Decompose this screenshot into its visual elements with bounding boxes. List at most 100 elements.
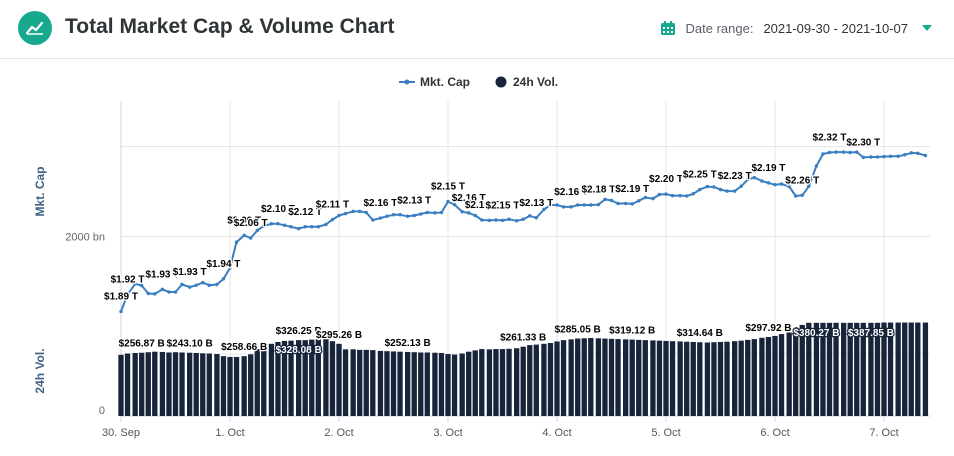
volume-bar [902, 322, 908, 416]
volume-bar [690, 341, 696, 416]
calendar-icon [660, 21, 675, 35]
market-cap-volume-chart: 2000 bn 0 Mkt. Cap 24h Vol. 30. Sep 1. Oct 2. … [33, 75, 930, 439]
volume-data-label: $252.13 B [385, 338, 431, 349]
mktcap-point [861, 155, 865, 160]
date-range-dropdown[interactable]: Date range: 2021-09-30 - 2021-10-07 [660, 20, 932, 36]
volume-bar [118, 354, 124, 416]
mktcap-point [643, 195, 647, 200]
volume-bar [669, 341, 676, 416]
mktcap-data-label: $2.16 T [554, 187, 588, 198]
volume-data-label: $256.87 B [119, 339, 165, 350]
mktcap-point [201, 280, 205, 285]
volume-bar [281, 340, 288, 416]
volume-bar [602, 338, 608, 416]
volume-bar [751, 339, 757, 416]
volume-bar [575, 338, 581, 416]
volume-bar [288, 340, 294, 416]
mktcap-point [773, 183, 777, 187]
x-tick-label: 4. Oct [542, 427, 571, 439]
mktcap-point [670, 193, 675, 198]
volume-bar [711, 342, 717, 416]
mktcap-point [119, 309, 123, 314]
volume-bar [533, 344, 539, 416]
volume-bar [820, 322, 826, 416]
mktcap-point [242, 233, 246, 238]
mktcap-point [514, 219, 519, 223]
mktcap-point [153, 292, 157, 296]
mktcap-point [405, 214, 410, 218]
mktcap-data-label: $2.13 T [519, 198, 553, 209]
mktcap-point [616, 201, 620, 206]
volume-bar [124, 353, 131, 416]
mktcap-data-label: $2.23 T [718, 171, 752, 182]
volume-data-label: $387.85 B [848, 328, 894, 339]
mktcap-point [194, 283, 198, 287]
volume-bar [514, 348, 520, 416]
mktcap-point [398, 213, 402, 217]
mktcap-point [534, 216, 538, 220]
volume-bar [650, 340, 656, 416]
mktcap-point [371, 218, 375, 222]
mktcap-point [561, 205, 566, 209]
volume-tick-label: 0 [99, 405, 105, 417]
volume-bar [172, 352, 179, 416]
mktcap-point [855, 150, 859, 154]
mktcap-point [452, 202, 457, 207]
mktcap-data-label: $1.94 T [206, 259, 240, 270]
volume-bar [833, 322, 839, 416]
mktcap-point [651, 196, 655, 201]
volume-bar [560, 340, 567, 416]
mktcap-point [807, 184, 811, 188]
mktcap-point [848, 150, 852, 155]
mktcap-data-label: $2.15 T [431, 182, 465, 193]
volume-bar [778, 334, 785, 416]
mktcap-point [916, 151, 920, 155]
volume-bar [541, 343, 547, 416]
mktcap-point [351, 209, 355, 214]
volume-bar [296, 340, 302, 416]
volume-bar [445, 354, 451, 416]
mktcap-data-label: $2.12 T [288, 207, 322, 218]
mktcap-data-label: $2.16 T [363, 198, 397, 209]
mktcap-point [160, 287, 165, 292]
volume-bar [554, 341, 560, 416]
mktcap-point [439, 210, 444, 215]
volume-bar [854, 322, 860, 416]
mktcap-point [234, 240, 239, 244]
mktcap-point [419, 212, 423, 216]
mktcap-point [282, 223, 287, 227]
mktcap-point [896, 154, 900, 158]
mktcap-data-label: $2.16 T [452, 193, 486, 204]
volume-bar [132, 353, 138, 416]
volume-bar [799, 324, 805, 416]
legend-volume-label: 24h Vol. [513, 75, 558, 89]
legend-volume-marker[interactable] [495, 76, 507, 88]
line-chart-icon [18, 11, 52, 45]
caret-down-icon [922, 25, 932, 31]
volume-bar [581, 338, 587, 416]
volume-bar [915, 322, 921, 416]
volume-bar [623, 339, 629, 416]
volume-bar [629, 339, 635, 416]
legend-mktcap-marker[interactable] [404, 79, 410, 85]
mktcap-point [909, 151, 913, 155]
mktcap-data-label: $2.00 T [227, 215, 261, 226]
mktcap-point [167, 290, 171, 294]
mktcap-data-label: $2.26 T [785, 175, 819, 186]
volume-bar [717, 341, 724, 416]
mktcap-point [657, 192, 662, 197]
mktcap-point [685, 194, 689, 198]
volume-bar [241, 356, 247, 416]
mktcap-data-label: $2.19 T [751, 163, 785, 174]
volume-bar [765, 336, 772, 416]
volume-data-label: $319.12 B [609, 326, 655, 337]
volume-bar [193, 353, 199, 416]
volume-bar [506, 348, 512, 416]
mktcap-point [528, 214, 532, 218]
mktcap-point [779, 182, 784, 186]
mktcap-point [882, 154, 886, 159]
mktcap-point [316, 225, 320, 229]
volume-bar [187, 352, 193, 416]
mktcap-point [548, 203, 553, 207]
mktcap-point [766, 181, 771, 185]
